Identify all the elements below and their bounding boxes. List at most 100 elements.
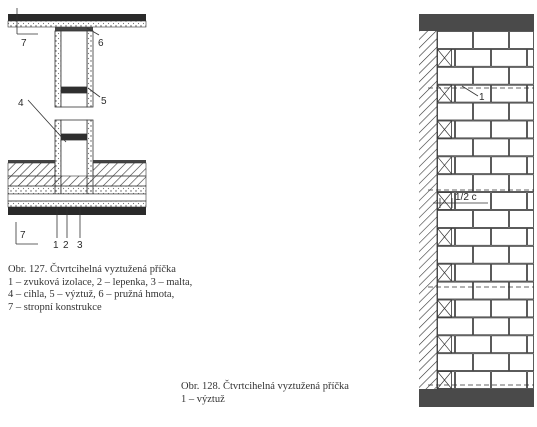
brick	[455, 156, 491, 175]
brick	[509, 210, 534, 228]
brick	[491, 263, 527, 282]
fig127-caption-line-1: 1 – zvuková izolace, 2 – lepenka, 3 – ma…	[8, 276, 193, 288]
fig128-top-beam	[419, 14, 534, 31]
fig127-caption-line-2: 4 – cihla, 5 – výztuž, 6 – pružná hmota,	[8, 289, 175, 300]
fig128-bottom-beam	[419, 389, 534, 407]
brick	[509, 102, 534, 121]
brick	[437, 281, 473, 300]
brick	[455, 120, 491, 139]
brick	[473, 281, 509, 300]
fig127-caption-title: Obr. 127. Čtvrtcihelná vyztužená příčka	[8, 264, 176, 275]
fig128-half-brick-dimension	[433, 198, 488, 208]
fig127-caption-line-3: 7 – stropní konstrukce	[8, 301, 102, 313]
brick	[473, 174, 509, 192]
brick	[509, 281, 534, 300]
brick	[527, 371, 534, 389]
fig128-side-wall	[419, 31, 438, 389]
brick	[527, 192, 534, 210]
brick	[455, 84, 491, 103]
brick	[437, 138, 473, 157]
fig127-label-1: 1	[53, 240, 59, 251]
brick	[473, 245, 509, 264]
brick	[491, 49, 527, 67]
brick	[527, 120, 534, 139]
fig127-ceiling-slab	[7, 14, 147, 28]
fig127-label-7-bottom: 7	[20, 230, 26, 241]
brick	[437, 174, 473, 192]
fig128-caption: Obr. 128. Čtvrtcihelná vyztužená příčka …	[181, 381, 349, 406]
brick	[491, 371, 527, 389]
cross-mark	[437, 120, 452, 139]
fig128-caption-title: Obr. 128. Čtvrtcihelná vyztužená příčka	[181, 381, 349, 392]
fig128-leader-1	[461, 85, 479, 97]
fig128-caption-line-1: 1 – výztuž	[181, 393, 225, 405]
cross-mark	[437, 49, 452, 67]
brick	[437, 210, 473, 228]
fig128-reinforcement	[428, 87, 534, 386]
brick	[437, 317, 473, 336]
brick	[455, 335, 491, 354]
fig127-label-4: 4	[18, 98, 24, 109]
fig127-floor	[7, 160, 147, 215]
brick	[491, 192, 527, 210]
brick	[473, 31, 509, 49]
brick	[509, 31, 534, 49]
brick	[527, 263, 534, 282]
brick	[491, 335, 527, 354]
brick	[527, 49, 534, 67]
fig127-label-2: 2	[63, 240, 69, 251]
fig127-leaders	[15, 8, 101, 245]
brick	[455, 299, 491, 318]
brick	[473, 353, 509, 372]
brick	[509, 174, 534, 192]
brick	[527, 84, 534, 103]
brick	[455, 227, 491, 246]
brick	[491, 227, 527, 246]
brick	[437, 66, 473, 85]
brick	[527, 299, 534, 318]
cross-mark	[437, 335, 452, 353]
brick	[473, 102, 509, 121]
fig127-label-6: 6	[98, 38, 104, 49]
brick	[437, 245, 473, 264]
fig127-label-5: 5	[101, 96, 107, 107]
fig127-label-7-top: 7	[21, 38, 27, 49]
brick	[509, 138, 534, 157]
brick	[473, 66, 509, 85]
brick	[455, 49, 491, 67]
brick	[509, 245, 534, 264]
cross-mark	[437, 156, 452, 174]
fig128-brick-courses	[437, 31, 534, 389]
brick	[473, 317, 509, 336]
brick	[509, 353, 534, 372]
cross-mark	[437, 84, 452, 103]
cross-mark	[437, 228, 452, 246]
brick	[527, 335, 534, 354]
fig128-label-half-brick: 1/2 c	[455, 192, 477, 203]
brick	[527, 156, 534, 175]
brick	[491, 299, 527, 318]
brick	[473, 138, 509, 157]
brick	[491, 156, 527, 175]
fig128-label-1: 1	[479, 92, 485, 103]
brick	[437, 31, 473, 49]
brick	[527, 227, 534, 246]
fig128-cross-bricks	[437, 49, 452, 389]
brick	[491, 84, 527, 103]
brick	[509, 66, 534, 85]
brick	[455, 192, 491, 210]
brick	[455, 263, 491, 282]
brick	[491, 120, 527, 139]
brick	[437, 102, 473, 121]
brick	[509, 317, 534, 336]
brick	[455, 371, 491, 389]
fig127-caption: Obr. 127. Čtvrtcihelná vyztužená příčka …	[8, 264, 192, 314]
fig127-label-3: 3	[77, 240, 83, 251]
cross-mark	[437, 299, 452, 318]
cross-mark	[437, 371, 452, 389]
fig127-upper-wall	[54, 27, 94, 108]
brick	[473, 210, 509, 228]
cross-mark	[437, 263, 452, 282]
brick	[437, 353, 473, 372]
